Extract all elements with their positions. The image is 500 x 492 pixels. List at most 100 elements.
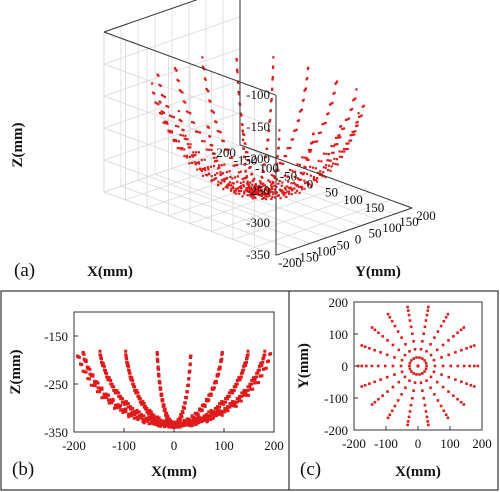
data-point bbox=[239, 190, 242, 193]
data-point bbox=[343, 150, 346, 153]
data-point bbox=[251, 387, 255, 391]
data-point bbox=[449, 364, 453, 368]
data-point bbox=[456, 331, 459, 335]
data-point bbox=[447, 339, 450, 342]
data-point bbox=[258, 186, 261, 189]
y-tick-label: 0 bbox=[342, 359, 349, 374]
data-point bbox=[248, 382, 252, 386]
data-point bbox=[112, 388, 116, 392]
data-point bbox=[273, 188, 277, 191]
data-point bbox=[274, 196, 277, 199]
data-point bbox=[334, 162, 337, 166]
data-point bbox=[462, 403, 466, 406]
data-point bbox=[265, 185, 268, 189]
data-point bbox=[180, 415, 184, 419]
data-point bbox=[260, 374, 264, 378]
data-point bbox=[170, 425, 174, 429]
data-point bbox=[425, 364, 428, 368]
data-point bbox=[223, 179, 226, 182]
data-point bbox=[303, 165, 306, 168]
data-point bbox=[246, 385, 250, 389]
data-point bbox=[297, 177, 300, 180]
data-point bbox=[441, 343, 445, 347]
data-point bbox=[135, 416, 139, 420]
data-point bbox=[162, 111, 166, 114]
x-tick-label: 50 bbox=[325, 184, 338, 199]
data-point bbox=[208, 135, 211, 138]
data-point bbox=[194, 423, 198, 427]
data-point bbox=[199, 409, 203, 413]
data-point bbox=[268, 194, 271, 197]
data-point bbox=[393, 356, 396, 359]
data-point bbox=[207, 414, 211, 418]
data-point bbox=[183, 148, 186, 151]
data-point bbox=[278, 137, 281, 141]
data-point bbox=[263, 192, 266, 195]
data-point bbox=[177, 109, 180, 113]
data-point bbox=[419, 347, 423, 351]
data-point bbox=[134, 391, 138, 395]
panel-a-label: (a) bbox=[14, 260, 35, 281]
data-point bbox=[128, 375, 132, 379]
data-point bbox=[278, 180, 281, 183]
data-point bbox=[386, 339, 389, 342]
panel-a-3d-scatter: -100-150-200-250-300-350150100500-50-100… bbox=[10, 0, 436, 281]
data-point bbox=[255, 191, 258, 194]
data-point bbox=[149, 418, 153, 422]
data-point bbox=[253, 187, 256, 190]
data-point bbox=[192, 421, 196, 425]
data-point bbox=[305, 156, 308, 159]
data-point bbox=[211, 387, 215, 391]
data-point bbox=[253, 189, 256, 192]
data-point bbox=[320, 160, 323, 163]
data-point bbox=[239, 170, 242, 173]
data-point bbox=[283, 154, 286, 158]
data-point bbox=[354, 124, 358, 128]
data-point bbox=[363, 383, 367, 387]
data-point bbox=[433, 336, 436, 339]
data-point bbox=[346, 147, 349, 151]
data-point bbox=[257, 381, 261, 385]
data-point bbox=[244, 389, 248, 393]
data-point bbox=[203, 77, 206, 80]
x-tick-label: 200 bbox=[264, 438, 284, 453]
data-point bbox=[220, 413, 224, 417]
data-point bbox=[255, 189, 258, 192]
data-point bbox=[452, 335, 455, 338]
data-point bbox=[84, 370, 88, 374]
data-point bbox=[183, 401, 187, 405]
data-point bbox=[225, 170, 229, 174]
grid-line bbox=[103, 16, 241, 65]
data-point bbox=[239, 185, 243, 188]
data-point bbox=[264, 198, 268, 201]
data-point bbox=[476, 364, 480, 368]
data-point bbox=[164, 120, 167, 123]
grid-line bbox=[103, 95, 277, 160]
data-point bbox=[190, 415, 194, 419]
data-point bbox=[266, 195, 269, 198]
data-point bbox=[142, 414, 146, 418]
data-point bbox=[216, 129, 219, 133]
grid-line bbox=[103, 63, 277, 128]
data-point bbox=[261, 176, 264, 179]
data-point bbox=[190, 161, 194, 164]
data-point bbox=[293, 170, 297, 173]
data-point bbox=[208, 99, 211, 102]
data-point bbox=[209, 408, 213, 412]
data-point bbox=[235, 59, 238, 62]
data-point bbox=[309, 165, 312, 168]
data-point bbox=[393, 373, 396, 376]
data-point bbox=[400, 336, 403, 339]
data-point bbox=[255, 381, 259, 385]
data-point bbox=[230, 402, 234, 406]
data-point bbox=[427, 423, 430, 427]
data-point bbox=[120, 400, 124, 404]
data-point bbox=[262, 170, 265, 173]
data-point bbox=[191, 421, 195, 425]
data-point bbox=[234, 188, 238, 191]
data-point bbox=[343, 127, 346, 130]
data-point bbox=[285, 195, 288, 198]
data-point bbox=[156, 73, 159, 76]
data-point bbox=[433, 364, 437, 368]
data-point bbox=[304, 166, 307, 169]
